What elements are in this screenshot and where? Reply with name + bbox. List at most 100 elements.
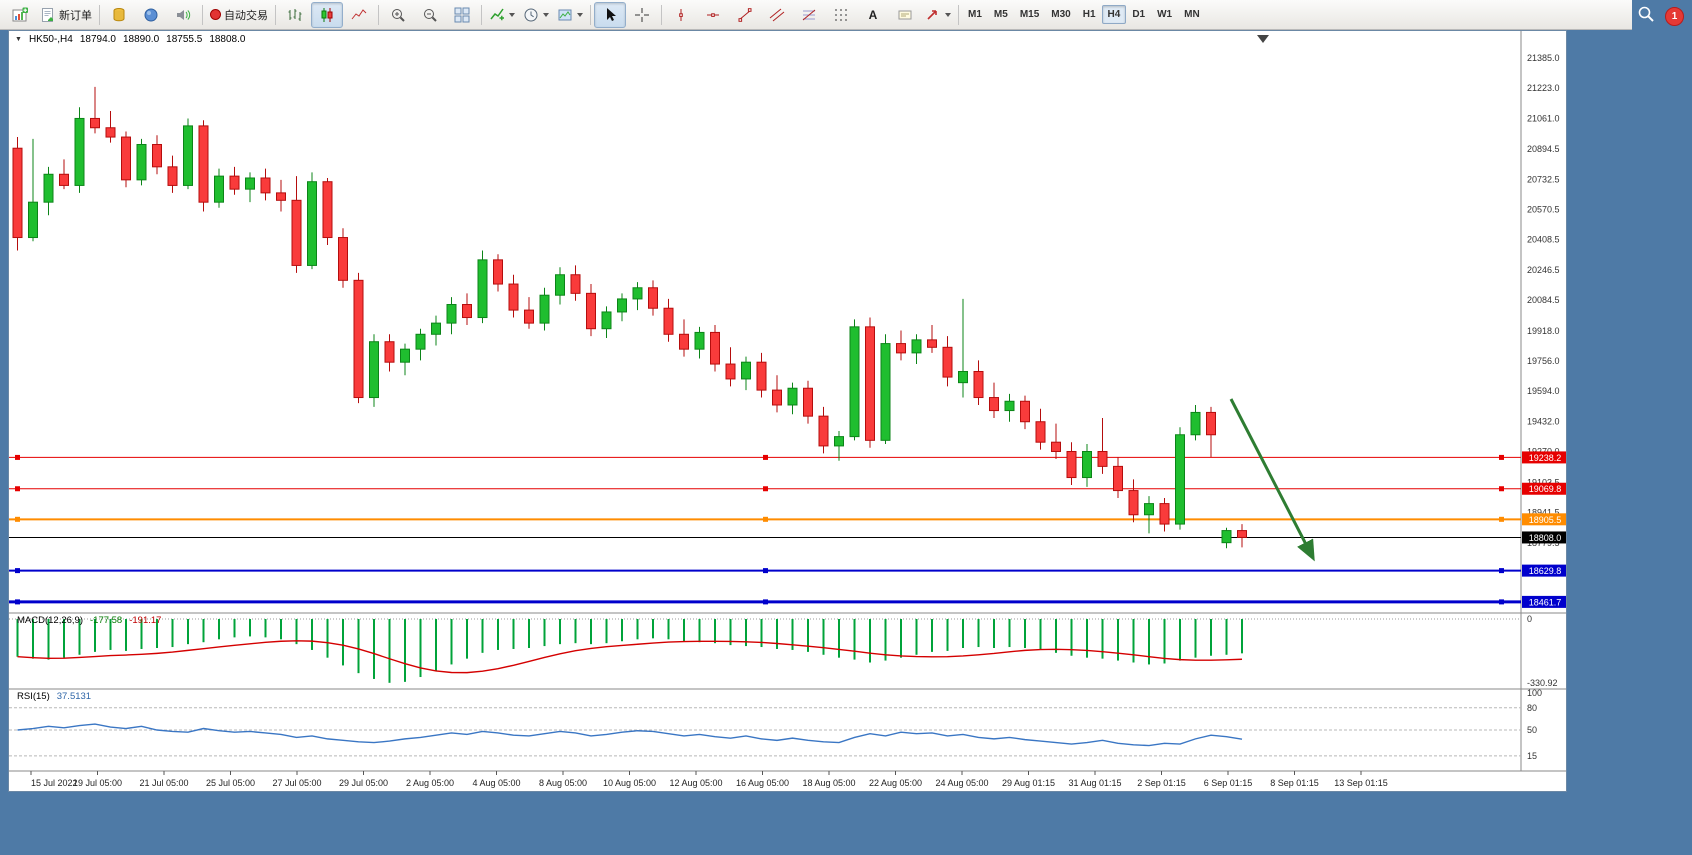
chart-canvas[interactable]: 21385.0 21223.0 21061.0 20894.5 20732.5 20570…: [9, 31, 1567, 792]
shapes-tool[interactable]: [825, 2, 857, 28]
text-tool[interactable]: A: [857, 2, 889, 28]
hline-handle[interactable]: [15, 454, 20, 460]
separator: [99, 4, 100, 25]
price-label-box: [1522, 531, 1566, 544]
new-order-button[interactable]: 新订单: [36, 2, 96, 28]
hline-handle[interactable]: [1499, 516, 1504, 522]
candle-body: [834, 436, 844, 447]
notification-badge[interactable]: 1: [1665, 7, 1684, 26]
separator: [661, 4, 662, 25]
templates-button[interactable]: [553, 2, 587, 28]
new-chart-button[interactable]: [4, 2, 36, 28]
timeframe-w1[interactable]: W1: [1157, 9, 1173, 20]
candle-body: [307, 181, 317, 266]
line-chart-mode-button[interactable]: [343, 2, 375, 28]
candle-body: [415, 333, 426, 350]
auto-trading-label: 自动交易: [224, 9, 268, 22]
candle-body: [601, 311, 612, 330]
timeframe-m15[interactable]: M15: [1019, 9, 1040, 20]
hline-handle[interactable]: [763, 568, 768, 574]
candle-body: [710, 331, 720, 365]
bar-chart-mode-button[interactable]: [279, 2, 311, 28]
tile-windows-icon: [454, 7, 470, 22]
separator: [481, 4, 482, 25]
candle-body: [679, 333, 689, 350]
price-tick: 21385.0: [1527, 53, 1560, 63]
search-icon[interactable]: [1637, 5, 1655, 28]
titlebar-right-controls: 1: [1637, 5, 1684, 28]
horizontal-line-icon: [707, 12, 719, 17]
candlestick-mode-button[interactable]: [311, 1, 343, 28]
macd-signal-line: [17, 640, 1243, 674]
fibonacci-tool[interactable]: [793, 2, 825, 28]
history-center-button[interactable]: [103, 2, 135, 28]
crosshair-icon: [635, 7, 649, 22]
hline-handle[interactable]: [763, 516, 768, 522]
hline-handle[interactable]: [1499, 599, 1504, 605]
time-label: 6 Sep 01:15: [1204, 778, 1253, 788]
candle-body: [183, 125, 193, 186]
candle-body: [353, 279, 364, 399]
hline-handle[interactable]: [763, 486, 768, 492]
time-label: 16 Aug 05:00: [736, 778, 789, 788]
sounds-button[interactable]: [167, 2, 199, 28]
time-label: 27 Jul 05:00: [272, 778, 321, 788]
cursor-button[interactable]: [594, 1, 626, 28]
candlesticks-icon: [321, 7, 333, 22]
ohlc-high: 18890.0: [123, 34, 160, 45]
dropdown-caret-icon: [509, 12, 515, 17]
candle-body: [632, 287, 643, 300]
timeframe-m30[interactable]: M30: [1051, 9, 1071, 20]
hline-handle[interactable]: [763, 599, 768, 605]
trendline-tool[interactable]: [729, 2, 761, 28]
candle-body: [1128, 490, 1139, 516]
expand-caret-icon[interactable]: ▼: [15, 36, 22, 43]
hline-handle[interactable]: [1499, 486, 1504, 492]
channel-tool[interactable]: [761, 2, 793, 28]
macd-main-value: -177.58: [90, 615, 123, 626]
hline-handle[interactable]: [15, 568, 20, 574]
zoom-out-button[interactable]: [414, 2, 446, 28]
timeframe-h1[interactable]: H1: [1082, 9, 1096, 20]
timeframe-m1[interactable]: M1: [968, 9, 982, 20]
candle-body: [849, 326, 860, 438]
price-tick: 19432.0: [1527, 416, 1560, 426]
hline-handle[interactable]: [1499, 454, 1504, 460]
timeframe-mn[interactable]: MN: [1184, 9, 1200, 20]
timeframe-h4[interactable]: H4: [1101, 5, 1127, 24]
hline-handle[interactable]: [15, 599, 20, 605]
vertical-line-tool[interactable]: [665, 2, 697, 28]
price-tick: 19918.0: [1527, 326, 1560, 336]
candle-body: [1082, 450, 1092, 479]
horizontal-line-tool[interactable]: [697, 2, 729, 28]
periods-button[interactable]: [519, 2, 553, 28]
auto-trading-button[interactable]: 自动交易: [206, 2, 272, 28]
arrows-tool[interactable]: [921, 2, 955, 28]
timeframe-m5[interactable]: M5: [993, 9, 1008, 20]
hline-handle[interactable]: [15, 486, 20, 492]
crosshair-button[interactable]: [626, 2, 658, 28]
candle-body: [958, 370, 968, 384]
time-label: 29 Jul 05:00: [339, 778, 388, 788]
candle-body: [43, 173, 54, 203]
candle-body: [59, 173, 69, 186]
macd-label: MACD(12,26,9) -177.58 -191.17: [17, 615, 161, 626]
community-button[interactable]: [135, 2, 167, 28]
hline-handle[interactable]: [15, 516, 20, 522]
ohlc-open: 18794.0: [79, 34, 116, 45]
text-label-tool[interactable]: [889, 2, 921, 28]
separator: [958, 4, 959, 25]
hline-handle[interactable]: [763, 454, 768, 460]
new-order-label: 新订单: [59, 9, 92, 22]
rsi-axis-tick: 15: [1527, 751, 1537, 761]
tile-windows-button[interactable]: [446, 2, 478, 28]
rsi-line: [17, 723, 1243, 747]
trend-arrow[interactable]: [1229, 398, 1315, 562]
indicators-button[interactable]: [485, 2, 519, 28]
line-chart-icon: [351, 8, 367, 19]
hline-handle[interactable]: [1499, 568, 1504, 574]
timeframe-d1[interactable]: D1: [1132, 9, 1146, 20]
chart-shift-marker[interactable]: [1257, 35, 1269, 43]
zoom-in-button[interactable]: [382, 2, 414, 28]
new-chart-icon: [12, 7, 28, 21]
